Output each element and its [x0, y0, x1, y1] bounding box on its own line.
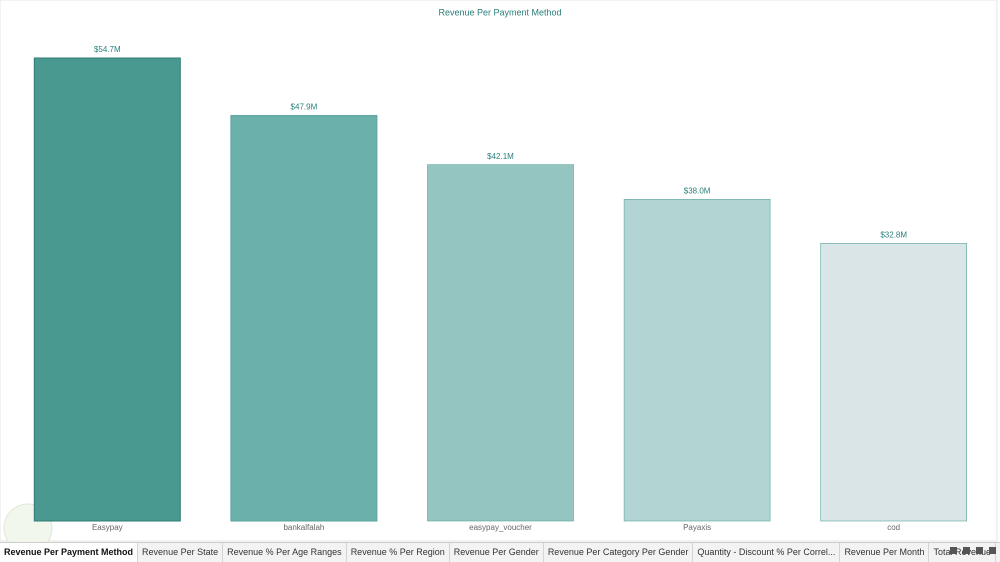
icon[interactable] — [950, 547, 957, 554]
chart: Revenue Per Payment Method $54.7M Easypay… — [0, 0, 998, 542]
bar — [33, 57, 181, 522]
value-label: $47.9M — [291, 103, 318, 112]
value-label: $38.0M — [684, 186, 711, 195]
x-tick-label: bankalfalah — [283, 523, 324, 532]
x-tick-label: Payaxis — [683, 523, 711, 532]
chart-frame — [0, 0, 998, 542]
tab[interactable]: Revenue % Per Age Ranges — [223, 543, 347, 562]
nav-icons — [950, 547, 996, 554]
icon[interactable] — [976, 547, 983, 554]
tab-bar: Revenue Per Payment Method Revenue Per St… — [0, 542, 1000, 562]
bar — [623, 199, 771, 522]
value-label: $54.7M — [94, 45, 121, 54]
tab[interactable]: Quantity - Discount % Per Correl... — [693, 543, 841, 562]
tab[interactable]: Revenue Per State — [138, 543, 224, 562]
bar — [427, 164, 574, 522]
x-tick-label: cod — [887, 523, 900, 532]
chart-title: Revenue Per Payment Method — [438, 7, 561, 17]
tab[interactable]: Revenue Per Gender — [450, 543, 544, 562]
tab[interactable]: Revenue Per Payment Method — [0, 543, 139, 562]
x-tick-label: Easypay — [92, 523, 123, 532]
tab[interactable]: Revenue Per Category Per Gender — [544, 543, 694, 562]
bar — [230, 115, 378, 522]
bar — [820, 243, 968, 522]
icon[interactable] — [963, 547, 970, 554]
value-label: $42.1M — [487, 152, 514, 161]
tab[interactable]: Revenue % Per Region — [347, 543, 450, 562]
x-tick-label: easypay_voucher — [469, 523, 532, 532]
icon[interactable] — [989, 547, 996, 554]
tab[interactable]: Sales D — [996, 543, 1000, 562]
tab[interactable]: Revenue Per Month — [840, 543, 930, 562]
value-label: $32.8M — [880, 230, 907, 239]
